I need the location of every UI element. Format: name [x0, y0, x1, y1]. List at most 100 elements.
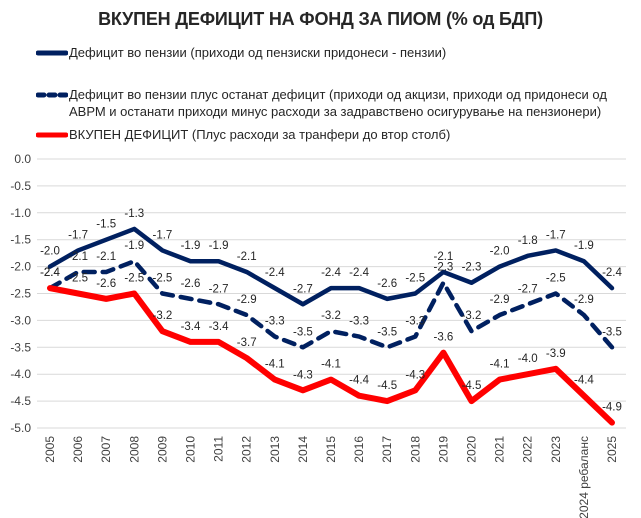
data-label: -2.1 [433, 251, 453, 263]
data-label: -4.5 [377, 380, 397, 392]
data-label: -4.0 [518, 353, 538, 365]
data-label: -3.3 [405, 316, 425, 328]
data-label: -3.3 [349, 316, 369, 328]
x-tick-label: 2011 [212, 436, 226, 462]
data-label: -2.6 [181, 278, 201, 290]
data-label: -4.5 [462, 380, 482, 392]
x-tick-label: 2013 [268, 436, 282, 463]
legend-label: Дефицит во пензии (приходи од пензиски п… [69, 45, 447, 60]
y-tick-label: -1.0 [10, 206, 31, 220]
y-tick-label: -4.0 [10, 367, 31, 381]
legend-label: ВКУПЕН ДЕФИЦИТ (Плус расходи за транфери… [69, 127, 451, 142]
y-tick-label: 0.0 [14, 152, 31, 166]
x-tick-label: 2006 [71, 436, 85, 463]
data-label: -3.6 [433, 332, 453, 344]
x-tick-label: 2024 ребаланс [577, 436, 591, 518]
y-axis-ticks: 0.0 -0.5 -1.0 -1.5 -2.0 -2.5 -3.0 -3.5 -4.0 -4.5 -… [10, 152, 31, 435]
data-label: -1.7 [152, 229, 172, 241]
data-label: -4.4 [574, 375, 594, 387]
data-label: -2.7 [209, 283, 229, 295]
data-label: -1.9 [124, 240, 144, 252]
data-labels: -2.4 -2.1 -2.1 -1.9 -2.5 -2.6 -2.7 -2.9 -3.3 -3.5… [40, 208, 622, 414]
chart-title: ВКУПЕН ДЕФИЦИТ НА ФОНД ЗА ПИОМ (% од БДП… [98, 9, 543, 29]
data-label: -2.4 [40, 267, 60, 279]
data-label: -4.3 [293, 369, 313, 381]
x-tick-label: 2025 [605, 436, 619, 463]
y-tick-label: -0.5 [10, 179, 31, 193]
legend-swatch-solid-red [36, 132, 68, 138]
x-tick-label: 2022 [521, 436, 535, 463]
data-label: -4.1 [321, 359, 341, 371]
data-label: -2.5 [546, 273, 566, 285]
data-label: -2.5 [152, 273, 172, 285]
series-lines [47, 226, 615, 426]
x-axis-ticks: 2005 2006 2007 2008 2009 2010 2011 2012 2013 2014… [43, 436, 619, 518]
series-line-pension-deficit [47, 226, 615, 307]
data-label: -2.0 [490, 246, 510, 258]
x-tick-label: 2014 [296, 436, 310, 463]
series-line-pension-plus-remaining [47, 258, 615, 350]
x-tick-label: 2023 [549, 436, 563, 463]
data-label: -2.5 [124, 273, 144, 285]
data-label: -2.6 [377, 278, 397, 290]
y-tick-label: -2.5 [10, 287, 31, 301]
data-label: -2.9 [237, 294, 257, 306]
legend-label: Дефицит во пензии плус останат дефицит (… [69, 87, 607, 119]
y-tick-label: -5.0 [10, 421, 31, 435]
y-tick-label: -2.0 [10, 260, 31, 274]
x-tick-label: 2016 [352, 436, 366, 463]
data-label: -2.3 [433, 262, 453, 274]
data-label: -3.5 [293, 326, 313, 338]
data-label: -2.3 [462, 262, 482, 274]
x-tick-label: 2019 [436, 436, 450, 463]
data-label: -1.3 [124, 208, 144, 220]
data-label: -2.4 [349, 267, 369, 279]
y-tick-label: -3.0 [10, 313, 31, 327]
data-label: -1.9 [209, 240, 229, 252]
data-label: -3.2 [321, 310, 341, 322]
data-label: -2.1 [237, 251, 257, 263]
data-label: -2.1 [68, 251, 88, 263]
data-label: -1.9 [574, 240, 594, 252]
data-label: -2.5 [68, 273, 88, 285]
x-tick-label: 2009 [155, 436, 169, 463]
data-label: -3.9 [546, 348, 566, 360]
y-tick-label: -3.5 [10, 340, 31, 354]
data-label: -4.4 [349, 375, 369, 387]
data-label: -2.5 [405, 273, 425, 285]
legend-swatch-solid-navy [36, 50, 68, 56]
x-tick-label: 2020 [465, 436, 479, 463]
data-label: -1.7 [68, 229, 88, 241]
data-label: -4.1 [490, 359, 510, 371]
data-label: -2.9 [490, 294, 510, 306]
data-label: -2.9 [574, 294, 594, 306]
x-tick-label: 2015 [324, 436, 338, 463]
data-label: -3.2 [462, 310, 482, 322]
data-label: -1.5 [96, 219, 116, 231]
y-tick-label: -4.5 [10, 394, 31, 408]
data-label: -4.9 [602, 402, 622, 414]
data-label: -3.2 [152, 310, 172, 322]
x-tick-label: 2018 [408, 436, 422, 463]
data-label: -2.7 [518, 283, 538, 295]
x-tick-label: 2010 [184, 436, 198, 463]
data-label: -2.1 [96, 251, 116, 263]
data-label: -2.7 [293, 283, 313, 295]
data-label: -3.7 [237, 337, 257, 349]
legend-swatch-dashed-navy [36, 92, 68, 98]
data-label: -2.4 [265, 267, 285, 279]
data-label: -2.4 [602, 267, 622, 279]
x-tick-label: 2012 [240, 436, 254, 463]
y-tick-label: -1.5 [10, 233, 31, 247]
x-tick-label: 2008 [127, 436, 141, 463]
data-label: -4.1 [265, 359, 285, 371]
data-label: -3.4 [209, 321, 229, 333]
data-label: -2.4 [40, 267, 60, 279]
data-label: -2.4 [321, 267, 341, 279]
data-label: -3.5 [377, 326, 397, 338]
x-tick-label: 2021 [493, 436, 507, 463]
data-label: -1.9 [181, 240, 201, 252]
data-label: -3.4 [181, 321, 201, 333]
x-tick-label: 2007 [99, 436, 113, 463]
